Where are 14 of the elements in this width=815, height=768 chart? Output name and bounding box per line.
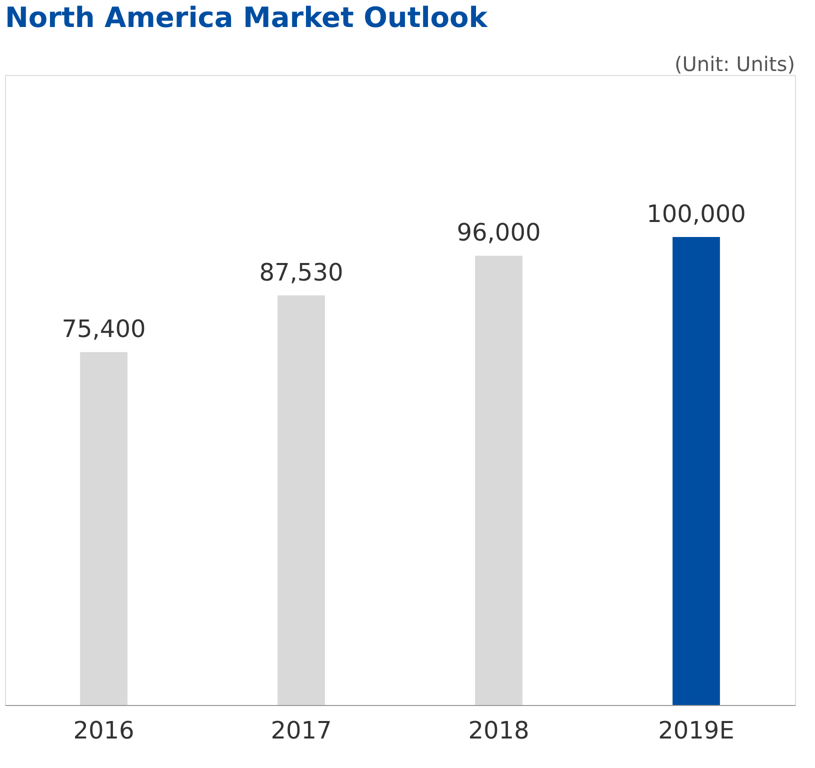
bar [475, 256, 522, 705]
data-label: 75,400 [62, 315, 146, 344]
x-tick-label: 2018 [468, 716, 530, 744]
x-tick-label: 2016 [73, 716, 134, 744]
bar [672, 237, 720, 705]
x-tick-label: 2017 [270, 716, 332, 744]
x-tick-label: 2019E [658, 716, 734, 744]
bar [278, 295, 325, 705]
bar [80, 352, 128, 705]
data-label: 100,000 [646, 200, 746, 228]
data-label: 87,530 [259, 258, 344, 286]
chart-title: North America Market Outlook [5, 1, 489, 34]
text: (Unit: Units) [674, 52, 795, 76]
data-label: 96,000 [456, 218, 541, 247]
